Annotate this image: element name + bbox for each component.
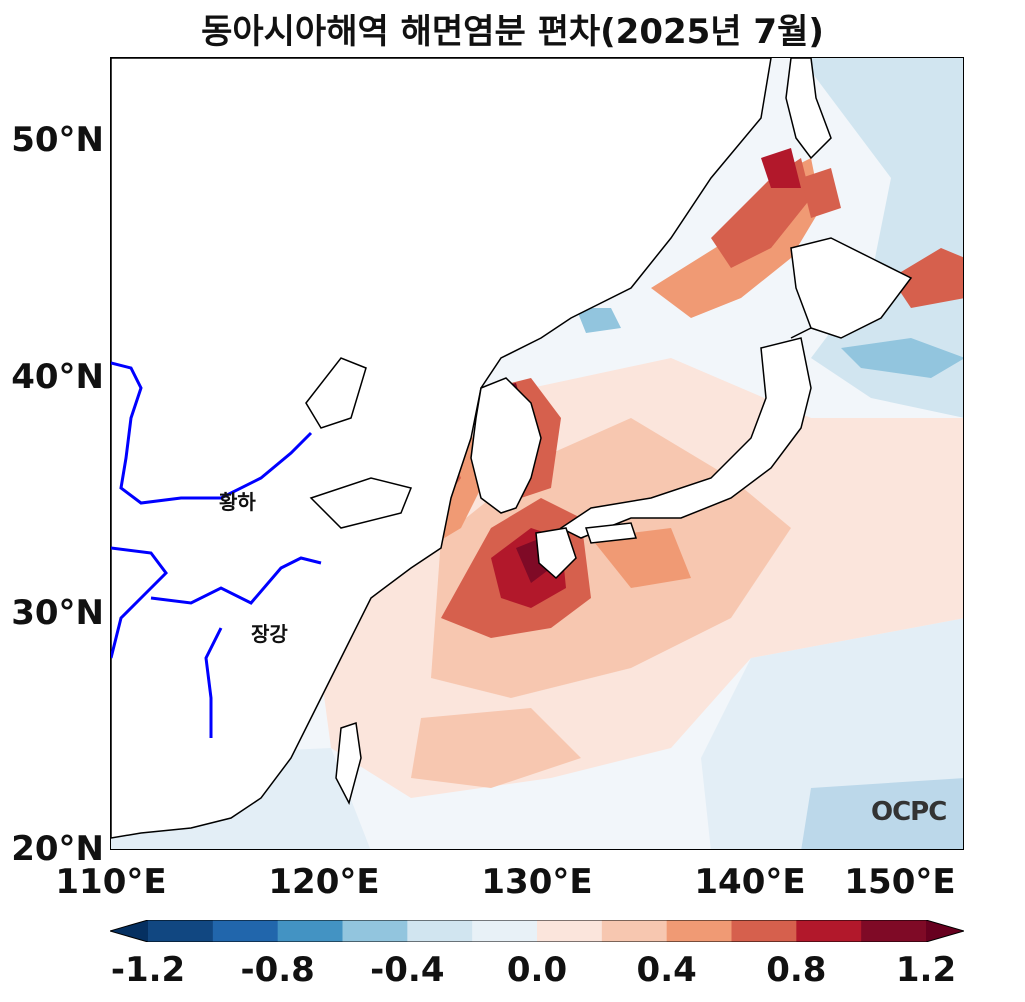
colorbar — [110, 920, 964, 942]
x-tick-120e: 120°E — [268, 862, 380, 902]
colorbar-bin — [472, 920, 538, 942]
river-label-yellow: 황하 — [219, 490, 256, 514]
y-tick-30n: 30°N — [11, 593, 104, 633]
shikoku — [584, 522, 638, 544]
colorbar-bin — [277, 920, 343, 942]
taiwan — [335, 722, 362, 806]
colorbar-bin — [537, 920, 603, 942]
x-tick-150e: 150°E — [844, 862, 956, 902]
korean-peninsula — [470, 377, 542, 514]
ocpc-logo: OCPC — [871, 797, 947, 827]
kyushu — [535, 527, 577, 580]
salinity-anomaly-map: 황하 장강 OCPC — [110, 57, 964, 850]
colorbar-bin — [666, 920, 732, 942]
colorbar-bin — [342, 920, 408, 942]
colorbar-tick-label: 0.4 — [636, 950, 697, 990]
y-tick-50n: 50°N — [11, 120, 104, 160]
y-tick-40n: 40°N — [11, 357, 104, 397]
colorbar-extend-high — [926, 920, 964, 942]
colorbar-tick-label: -0.4 — [370, 950, 445, 990]
mainland-asia — [111, 58, 772, 839]
map-canvas — [111, 58, 963, 849]
colorbar-bin — [796, 920, 862, 942]
map-title: 동아시아해역 해면염분 편차(2025년 7월) — [201, 12, 824, 52]
x-tick-140e: 140°E — [694, 862, 806, 902]
colorbar-bin — [148, 920, 214, 942]
colorbar-bin — [601, 920, 668, 942]
colorbar-bin — [212, 920, 279, 942]
y-tick-20n: 20°N — [11, 829, 104, 869]
colorbar-tick-label: 0.8 — [766, 950, 827, 990]
colorbar-extend-low — [110, 920, 148, 942]
yellow-river — [111, 361, 313, 505]
yangtze-river — [111, 546, 322, 738]
river-label-yangtze: 장강 — [251, 622, 288, 646]
colorbar-bin — [407, 920, 473, 942]
colorbar-tick-label: 1.2 — [895, 950, 957, 990]
hokkaido — [790, 237, 913, 339]
colorbar-bin — [731, 920, 797, 942]
colorbar-bin — [861, 920, 927, 942]
colorbar-tick-label: -0.8 — [240, 950, 315, 990]
sakhalin — [785, 58, 832, 160]
x-tick-110e: 110°E — [55, 862, 167, 902]
x-tick-130e: 130°E — [481, 862, 593, 902]
colorbar-tick-label: -1.2 — [110, 950, 186, 990]
colorbar-tick-label: 0.0 — [506, 950, 568, 990]
